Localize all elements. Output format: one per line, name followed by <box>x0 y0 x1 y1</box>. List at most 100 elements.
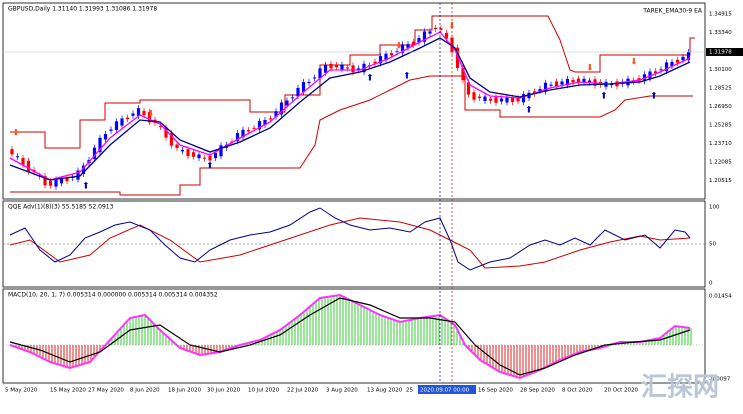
candle-body <box>494 97 498 103</box>
macd-axis-label: -0.0097 <box>709 377 731 383</box>
candle-body <box>268 118 273 120</box>
candle-body <box>384 53 388 61</box>
candle-body <box>241 129 245 138</box>
candle-body <box>98 137 102 153</box>
candle-body <box>686 52 691 61</box>
price-axis: 1.34915 1.33340 1.31978 1.30100 1.28525 1.269… <box>706 12 743 184</box>
candle-body <box>329 63 333 69</box>
candle-body <box>433 28 438 30</box>
date-label: 13 Aug 2020 <box>367 388 403 394</box>
candle-body <box>65 177 69 182</box>
channel-upper <box>10 15 695 149</box>
date-label: 15 May 2020 <box>50 388 86 394</box>
candle-body <box>213 152 218 159</box>
candle-body <box>142 110 146 116</box>
date-label: 28 Sep 2020 <box>520 388 555 394</box>
candle-body <box>406 44 410 48</box>
candle-body <box>653 71 658 74</box>
candle-body <box>510 97 515 103</box>
candle-body <box>219 145 223 157</box>
date-label: 30 Jun 2020 <box>207 388 241 394</box>
qqe-axis-label: 100 <box>709 205 720 211</box>
candle-body <box>351 65 355 73</box>
candle-body <box>169 133 174 146</box>
candle-body <box>483 96 487 101</box>
channel-lower <box>10 75 693 196</box>
candle-body <box>246 130 251 132</box>
candle-body <box>136 108 141 116</box>
candle-body <box>466 82 471 95</box>
candle-body <box>378 56 383 64</box>
candle-body <box>164 127 168 138</box>
main-frame <box>2 2 706 200</box>
candle-body <box>571 79 575 83</box>
candle-body <box>499 98 504 102</box>
svg-text:⬆: ⬆ <box>82 182 90 192</box>
svg-text:⬆: ⬆ <box>600 92 608 102</box>
candle-body <box>395 51 399 53</box>
qqe-label: QQE Adv(1)(8)(3) 55.5185 52.0913 <box>8 204 114 211</box>
candle-body <box>411 41 416 45</box>
candle-body <box>389 53 394 56</box>
candle-body <box>318 68 322 79</box>
ema-fast <box>9 31 691 181</box>
ema-slow <box>9 37 691 181</box>
date-label: 2020.09.07 00:00 <box>420 388 470 394</box>
candle-body <box>263 120 267 125</box>
date-label: 8 Oct 2020 <box>562 388 593 394</box>
symbol-info: GBPUSD,Daily 1.31140 1.31993 1.31086 1.3… <box>8 6 157 13</box>
price-label: 1.28525 <box>709 86 732 92</box>
sell-arrows: ⬇ ⬇ ⬇ ⬇ ⬇ ⬇ <box>12 22 638 139</box>
candle-body <box>252 127 256 129</box>
candle-body <box>59 178 64 184</box>
date-label: 10 Jul 2020 <box>248 388 280 394</box>
svg-text:⬆: ⬆ <box>403 72 411 82</box>
qqe-slow <box>9 217 691 269</box>
date-highlight <box>418 385 476 394</box>
date-label: 16 Sep 2020 <box>478 388 513 394</box>
price-label: 1.30100 <box>709 67 732 73</box>
candle-body <box>675 59 680 63</box>
candle-body <box>444 32 449 39</box>
price-label: 1.33340 <box>709 30 732 36</box>
candle-body <box>549 84 553 86</box>
macd-axis-label: 0.01454 <box>709 294 732 300</box>
candle-body <box>560 81 564 85</box>
candle-body <box>175 144 179 148</box>
candle-body <box>521 94 526 103</box>
svg-text:⬇: ⬇ <box>147 110 155 120</box>
price-label: 1.22085 <box>709 160 732 166</box>
candle-body <box>180 149 185 152</box>
candle-body <box>334 64 339 68</box>
svg-text:⬆: ⬆ <box>366 74 374 84</box>
candle-body <box>191 152 196 157</box>
candle-body <box>323 64 328 73</box>
candle-body <box>400 44 405 54</box>
price-label: 1.34915 <box>709 12 732 18</box>
svg-text:⬇: ⬇ <box>395 42 403 52</box>
candle-body <box>235 133 240 142</box>
candle-body <box>274 111 278 117</box>
macd-signal <box>9 297 691 376</box>
candle-body <box>609 84 614 86</box>
candle-body <box>554 81 559 87</box>
qqe-fast <box>9 207 691 271</box>
candle-body <box>290 97 295 99</box>
date-label: 27 May 2020 <box>88 388 124 394</box>
price-label: 1.20515 <box>709 178 732 184</box>
svg-text:⬆: ⬆ <box>525 106 533 116</box>
candle-body <box>109 129 113 131</box>
candle-body <box>312 77 317 79</box>
candle-body <box>670 61 674 67</box>
candle-body <box>158 125 163 127</box>
candle-body <box>659 69 663 71</box>
svg-text:⬇: ⬇ <box>586 64 594 74</box>
macd-frame <box>2 288 706 384</box>
candle-body <box>125 117 130 120</box>
candle-body <box>648 71 652 79</box>
candle-body <box>81 165 86 174</box>
candle-body <box>477 96 482 99</box>
macd-main <box>9 293 691 380</box>
price-label: 1.26950 <box>709 104 732 110</box>
